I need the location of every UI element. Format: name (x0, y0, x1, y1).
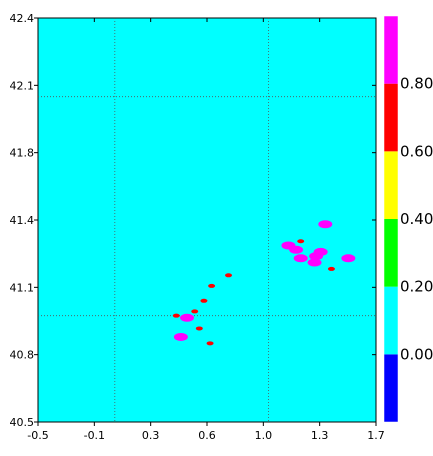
colorbar-band (384, 354, 398, 422)
x-tick-label: 0.3 (142, 429, 160, 442)
data-blob (307, 258, 322, 267)
data-blob (341, 254, 356, 263)
colorbar-label: 0.00 (400, 345, 433, 363)
data-blob (297, 239, 305, 244)
y-axis: 42.4 42.1 41.8 41.4 41.1 40.8 40.5 (10, 12, 376, 429)
data-blobs (172, 220, 356, 346)
data-blob (195, 326, 203, 331)
data-blob (180, 313, 195, 322)
x-tick-label: 0.6 (198, 429, 216, 442)
data-blob (318, 220, 333, 229)
data-blob (313, 247, 328, 256)
y-tick-label: 41.1 (10, 281, 35, 294)
data-blob (173, 332, 188, 341)
data-blob (172, 313, 180, 318)
y-tick-label: 42.4 (10, 12, 35, 25)
x-tick-label: 1.3 (311, 429, 329, 442)
data-blob (206, 341, 214, 346)
map-background (37, 17, 377, 423)
colorbar-label: 0.20 (400, 278, 433, 296)
colorbar-band (384, 286, 398, 355)
colorbar-band (384, 219, 398, 287)
data-blob (293, 254, 308, 263)
data-blob (225, 273, 233, 278)
y-tick-label: 41.8 (10, 147, 35, 160)
data-blob (327, 266, 335, 271)
data-blob (191, 309, 199, 314)
y-tick-label: 40.5 (10, 416, 35, 429)
data-blob (289, 245, 304, 254)
boundary-lines (38, 18, 376, 422)
data-blob (200, 298, 208, 303)
colorbar-band (384, 151, 398, 219)
colorbar-label: 0.40 (400, 210, 433, 228)
x-tick-label: -0.5 (27, 429, 48, 442)
colorbar-band (384, 16, 398, 84)
x-tick-label: 1.7 (367, 429, 385, 442)
x-tick-label: -0.1 (84, 429, 105, 442)
colorbar-band (384, 83, 398, 152)
colorbar-label: 0.80 (400, 75, 433, 93)
y-tick-label: 40.8 (10, 349, 35, 362)
colorbar-frame (383, 15, 399, 423)
colorbar: 0.80 0.60 0.40 0.20 0.00 (383, 15, 433, 423)
x-axis: -0.5 -0.1 0.3 0.6 1.0 1.3 1.7 (27, 18, 385, 442)
y-tick-label: 42.1 (10, 79, 35, 92)
y-tick-label: 41.4 (10, 214, 35, 227)
data-blob (208, 283, 216, 288)
x-tick-label: 1.0 (255, 429, 273, 442)
colorbar-label: 0.60 (400, 142, 433, 160)
